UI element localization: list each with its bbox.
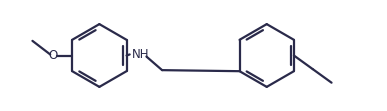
Text: NH: NH: [132, 48, 149, 61]
Text: O: O: [49, 49, 58, 62]
